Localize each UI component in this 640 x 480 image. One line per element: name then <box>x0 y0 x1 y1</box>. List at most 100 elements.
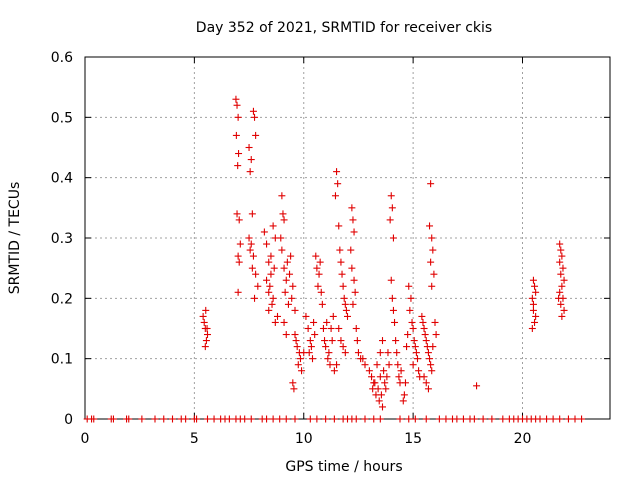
data-point <box>407 294 415 302</box>
data-point <box>313 415 321 423</box>
data-point <box>306 415 314 423</box>
data-point <box>386 216 394 224</box>
point-layer <box>83 95 586 423</box>
x-tick-label: 20 <box>514 431 532 447</box>
data-point <box>283 258 291 266</box>
data-point <box>235 216 243 224</box>
data-point <box>353 337 361 345</box>
data-point <box>422 415 430 423</box>
data-point <box>282 415 290 423</box>
data-point <box>335 325 343 332</box>
data-point <box>288 294 296 302</box>
data-point <box>388 294 396 302</box>
data-point <box>328 337 336 345</box>
data-point <box>549 415 557 423</box>
data-point <box>420 325 428 332</box>
data-point <box>427 180 435 188</box>
data-point <box>310 318 318 326</box>
data-point <box>323 318 331 326</box>
data-point <box>404 331 412 339</box>
data-point <box>247 156 255 164</box>
data-point <box>557 270 565 278</box>
data-point <box>90 415 98 423</box>
data-point <box>160 415 168 423</box>
data-point <box>528 325 536 332</box>
data-point <box>268 300 276 308</box>
data-point <box>280 318 288 326</box>
data-point <box>278 246 286 254</box>
data-point <box>560 276 568 284</box>
data-point <box>399 397 407 405</box>
data-point <box>306 337 314 345</box>
data-point <box>337 337 345 345</box>
data-point <box>313 264 321 272</box>
data-point <box>473 382 481 390</box>
data-point <box>234 113 242 121</box>
data-point <box>431 318 439 326</box>
data-point <box>322 415 330 423</box>
data-point <box>247 240 255 248</box>
data-point <box>408 318 416 326</box>
data-point <box>263 276 271 284</box>
data-point <box>406 306 414 314</box>
x-tick-label: 15 <box>404 431 422 447</box>
data-point <box>389 306 397 314</box>
data-point <box>411 415 419 423</box>
data-point <box>265 258 273 266</box>
data-point <box>233 210 241 218</box>
data-point <box>350 276 358 284</box>
data-point <box>204 415 211 423</box>
data-point <box>393 349 401 357</box>
data-point <box>203 325 211 332</box>
data-point <box>225 415 233 423</box>
data-point <box>314 282 322 290</box>
data-point <box>340 294 348 302</box>
x-tick-label: 0 <box>81 431 90 447</box>
data-point <box>428 234 436 242</box>
y-tick-label: 0.3 <box>51 231 73 247</box>
data-point <box>558 312 566 320</box>
data-point <box>193 415 201 423</box>
data-point <box>333 361 341 369</box>
data-point <box>556 415 564 423</box>
data-point <box>392 337 400 345</box>
data-point <box>210 415 218 423</box>
data-point <box>279 210 287 218</box>
data-point <box>298 367 306 375</box>
data-point <box>348 204 356 212</box>
data-point <box>265 288 273 296</box>
data-point <box>558 252 566 260</box>
data-point <box>289 379 297 387</box>
data-point <box>422 337 430 345</box>
data-point <box>151 415 159 423</box>
data-point <box>202 337 210 345</box>
data-point <box>418 312 426 320</box>
data-point <box>263 415 271 423</box>
data-point <box>325 349 333 357</box>
data-point <box>252 270 260 278</box>
data-point <box>453 415 461 423</box>
data-point <box>401 379 409 387</box>
data-point <box>557 246 565 254</box>
data-point <box>267 270 275 278</box>
data-point <box>290 385 298 393</box>
data-point <box>235 150 243 158</box>
data-point <box>246 168 254 176</box>
y-axis-label: SRMTID / TECUs <box>7 182 23 295</box>
data-point <box>252 131 260 139</box>
data-point <box>109 415 117 423</box>
data-point <box>531 318 539 326</box>
data-point <box>280 264 288 272</box>
y-tick-label: 0.5 <box>51 110 73 126</box>
data-point <box>280 216 288 224</box>
data-point <box>397 367 405 375</box>
data-point <box>324 355 332 363</box>
data-point <box>529 306 537 314</box>
data-point <box>559 264 567 272</box>
data-point <box>429 343 437 351</box>
data-point <box>269 415 277 423</box>
data-point <box>422 379 430 387</box>
data-point <box>339 343 347 351</box>
y-tick-label: 0.4 <box>51 171 73 187</box>
data-point <box>375 397 383 405</box>
